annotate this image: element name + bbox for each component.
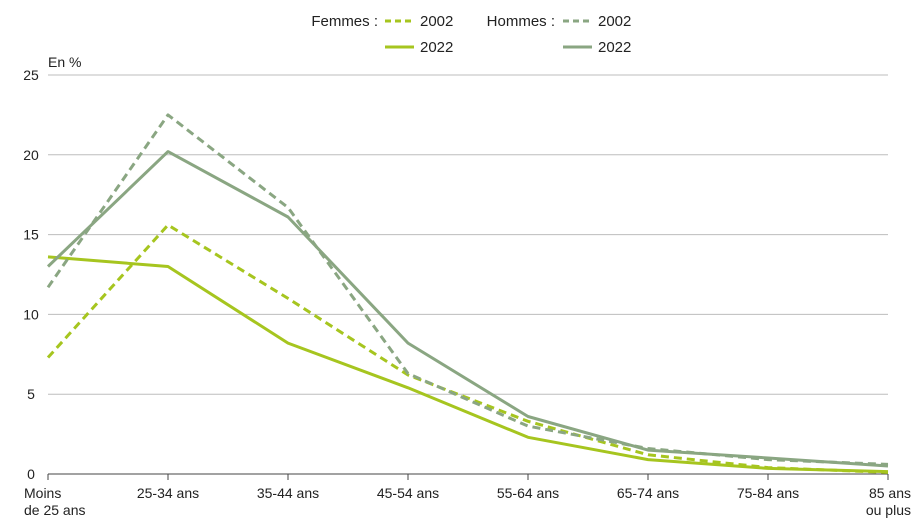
x-tick-label-line: Moins — [24, 485, 61, 501]
x-tick-label-line: de 25 ans — [24, 502, 86, 518]
y-tick-label: 0 — [27, 466, 35, 482]
y-unit-label: En % — [48, 54, 81, 70]
series-line-femmes-2002 — [46, 223, 889, 474]
y-tick-label: 10 — [23, 306, 39, 322]
x-tick-label: 65-74 ans — [617, 485, 679, 501]
legend-label-femmes-2022: 2022 — [420, 39, 453, 56]
y-tick-label: 20 — [23, 147, 39, 163]
legend-label-hommes-2002: 2002 — [598, 13, 631, 30]
x-tick-label: 35-44 ans — [257, 485, 319, 501]
legend-label-hommes-2022: 2022 — [598, 39, 631, 56]
x-tick-label-line: 25-34 ans — [137, 485, 199, 501]
x-tick-label-line: 85 ans — [869, 485, 911, 501]
x-tick-label-line: ou plus — [866, 502, 911, 518]
x-axis: Moins de 25 ans 25-34 ans 35-44 ans 45-54 an… — [24, 473, 911, 518]
legend-group-femmes: Femmes : — [311, 13, 378, 30]
x-tick-label: 45-54 ans — [377, 485, 439, 501]
x-tick-label: 75-84 ans — [737, 485, 799, 501]
x-tick-label-line: 55-64 ans — [497, 485, 559, 501]
y-axis: 0 5 10 15 20 25 — [23, 67, 39, 482]
x-tick-label-line: 65-74 ans — [617, 485, 679, 501]
series-line-hommes-2002 — [46, 113, 889, 466]
x-tick-label-line: 35-44 ans — [257, 485, 319, 501]
y-tick-label: 15 — [23, 227, 39, 243]
series-lines — [46, 113, 889, 474]
legend-label-femmes-2002: 2002 — [420, 13, 453, 30]
x-tick-label: Moins de 25 ans — [24, 485, 86, 518]
series-line-hommes-2022 — [46, 150, 889, 468]
x-tick-label: 25-34 ans — [137, 485, 199, 501]
series-line-femmes-2022 — [47, 255, 889, 474]
y-tick-label: 25 — [23, 67, 39, 83]
x-tick-label-line: 45-54 ans — [377, 485, 439, 501]
x-tick-label: 55-64 ans — [497, 485, 559, 501]
gridlines — [48, 74, 888, 395]
legend: Femmes : 2002 2022 Hommes : 2002 2022 — [311, 13, 631, 56]
y-tick-label: 5 — [27, 386, 35, 402]
x-tick-label-line: 75-84 ans — [737, 485, 799, 501]
x-tick-label: 85 ans ou plus — [866, 485, 911, 518]
legend-group-hommes: Hommes : — [487, 13, 555, 30]
